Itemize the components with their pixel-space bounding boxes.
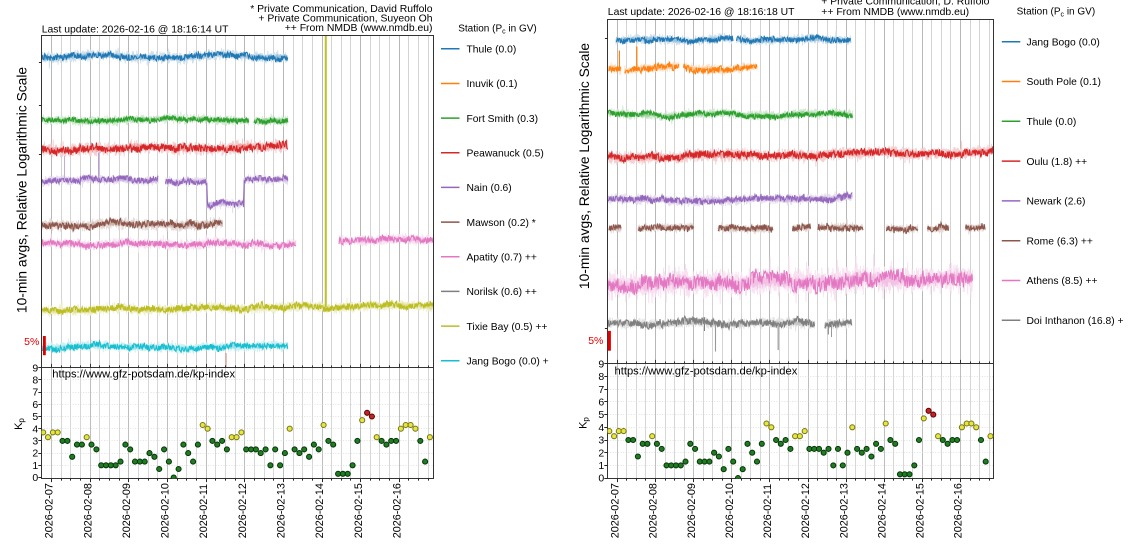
- svg-text:2026-02-14: 2026-02-14: [314, 483, 326, 538]
- svg-text:Mawson (0.2) *: Mawson (0.2) *: [467, 218, 536, 229]
- svg-text:2: 2: [598, 447, 604, 459]
- svg-text:6: 6: [32, 399, 38, 411]
- svg-text:4: 4: [32, 423, 38, 435]
- svg-text:2026-02-14: 2026-02-14: [876, 483, 888, 538]
- svg-text:5: 5: [32, 411, 38, 423]
- svg-text:2026-02-11: 2026-02-11: [198, 484, 210, 538]
- svg-text:1: 1: [598, 460, 604, 472]
- svg-text:Jang Bogo (0.0): Jang Bogo (0.0): [1027, 37, 1100, 48]
- svg-text:Oulu (1.8) ++: Oulu (1.8) ++: [1027, 157, 1088, 168]
- svg-text:2026-02-12: 2026-02-12: [800, 483, 812, 538]
- svg-text:Rome (6.3) ++: Rome (6.3) ++: [1027, 236, 1093, 247]
- svg-text:10-min avgs, Relative Logarith: 10-min avgs, Relative Logarithmic Scale: [15, 67, 30, 313]
- svg-text:Newark (2.6): Newark (2.6): [1027, 197, 1086, 208]
- svg-text:9: 9: [598, 358, 604, 370]
- svg-text:2026-02-07: 2026-02-07: [610, 483, 622, 538]
- svg-text:2026-02-10: 2026-02-10: [724, 483, 736, 538]
- svg-text:2026-02-09: 2026-02-09: [686, 483, 698, 538]
- svg-text:2026-02-12: 2026-02-12: [237, 483, 249, 538]
- svg-text:2026-02-13: 2026-02-13: [276, 483, 288, 538]
- svg-text:Fort Smith (0.3): Fort Smith (0.3): [467, 114, 539, 125]
- svg-text:2026-02-16: 2026-02-16: [392, 483, 404, 538]
- svg-text:2026-02-07: 2026-02-07: [44, 483, 56, 538]
- svg-text:7: 7: [32, 387, 38, 399]
- svg-text:5: 5: [598, 409, 604, 421]
- svg-text:2026-02-15: 2026-02-15: [915, 483, 927, 538]
- svg-text:2026-02-11: 2026-02-11: [762, 484, 774, 538]
- svg-text:Kp: Kp: [578, 417, 591, 429]
- svg-text:2026-02-08: 2026-02-08: [648, 483, 660, 538]
- svg-text:6: 6: [598, 397, 604, 409]
- svg-text:Jang Bogo (0.0) +: Jang Bogo (0.0) +: [467, 356, 549, 367]
- svg-text:3: 3: [32, 436, 38, 448]
- svg-text:* Private Communication, David: * Private Communication, David Ruffolo: [250, 4, 433, 15]
- svg-text:+ Private Communication, D. Ru: + Private Communication, D. Ruffolo: [821, 0, 989, 8]
- svg-text:Doi Inthanon (16.8) +: Doi Inthanon (16.8) +: [1027, 316, 1124, 327]
- svg-text:7: 7: [598, 384, 604, 396]
- svg-text:South Pole (0.1): South Pole (0.1): [1027, 77, 1101, 88]
- svg-text:+ Private Communication, Suyeo: + Private Communication, Suyeon Oh: [258, 13, 432, 24]
- svg-text:2026-02-08: 2026-02-08: [82, 483, 94, 538]
- svg-text:Tixie Bay (0.5) ++: Tixie Bay (0.5) ++: [467, 322, 548, 333]
- svg-text:4: 4: [598, 422, 604, 434]
- svg-text:2026-02-16: 2026-02-16: [953, 483, 965, 538]
- svg-text:0: 0: [32, 472, 38, 484]
- svg-text:Athens (8.5) ++: Athens (8.5) ++: [1027, 276, 1098, 287]
- svg-text:2026-02-13: 2026-02-13: [838, 483, 850, 538]
- svg-text:Last update: 2026-02-16 @ 18:1: Last update: 2026-02-16 @ 18:16:18 UT: [608, 7, 795, 18]
- svg-text:Nain (0.6): Nain (0.6): [467, 183, 512, 194]
- svg-text:0: 0: [598, 473, 604, 485]
- svg-text:Inuvik (0.1): Inuvik (0.1): [467, 79, 518, 90]
- svg-text:Station (Pc in GV): Station (Pc in GV): [1017, 7, 1096, 19]
- svg-text:8: 8: [32, 375, 38, 387]
- svg-text:2026-02-10: 2026-02-10: [160, 483, 172, 538]
- svg-text:8: 8: [598, 371, 604, 383]
- svg-text:10-min avgs, Relative Logarith: 10-min avgs, Relative Logarithmic Scale: [577, 43, 592, 289]
- svg-text:Thule (0.0): Thule (0.0): [1027, 117, 1077, 128]
- svg-text:2026-02-15: 2026-02-15: [353, 483, 365, 538]
- svg-text:2026-02-09: 2026-02-09: [121, 483, 133, 538]
- svg-text:2: 2: [32, 448, 38, 460]
- svg-text:5%: 5%: [24, 336, 39, 348]
- svg-text:1: 1: [32, 460, 38, 472]
- svg-text:9: 9: [32, 362, 38, 374]
- svg-text:Norilsk (0.6) ++: Norilsk (0.6) ++: [467, 287, 537, 298]
- svg-text:https://www.gfz-potsdam.de/kp-: https://www.gfz-potsdam.de/kp-index: [615, 365, 798, 377]
- svg-text:Apatity (0.7) ++: Apatity (0.7) ++: [467, 253, 537, 264]
- svg-text:5%: 5%: [588, 335, 603, 347]
- svg-text:Kp: Kp: [13, 418, 26, 430]
- svg-text:Station (Pc in GV): Station (Pc in GV): [458, 24, 537, 36]
- svg-text:Peawanuck (0.5): Peawanuck (0.5): [467, 149, 544, 160]
- svg-text:Thule (0.0): Thule (0.0): [467, 45, 517, 56]
- svg-text:3: 3: [598, 435, 604, 447]
- svg-text:++ From NMDB (www.nmdb.eu): ++ From NMDB (www.nmdb.eu): [285, 23, 433, 34]
- svg-text:++ From NMDB (www.nmdb.eu): ++ From NMDB (www.nmdb.eu): [821, 7, 969, 18]
- svg-text:Last update: 2026-02-16 @ 18:1: Last update: 2026-02-16 @ 18:16:14 UT: [42, 24, 229, 35]
- svg-text:https://www.gfz-potsdam.de/kp-: https://www.gfz-potsdam.de/kp-index: [52, 368, 235, 380]
